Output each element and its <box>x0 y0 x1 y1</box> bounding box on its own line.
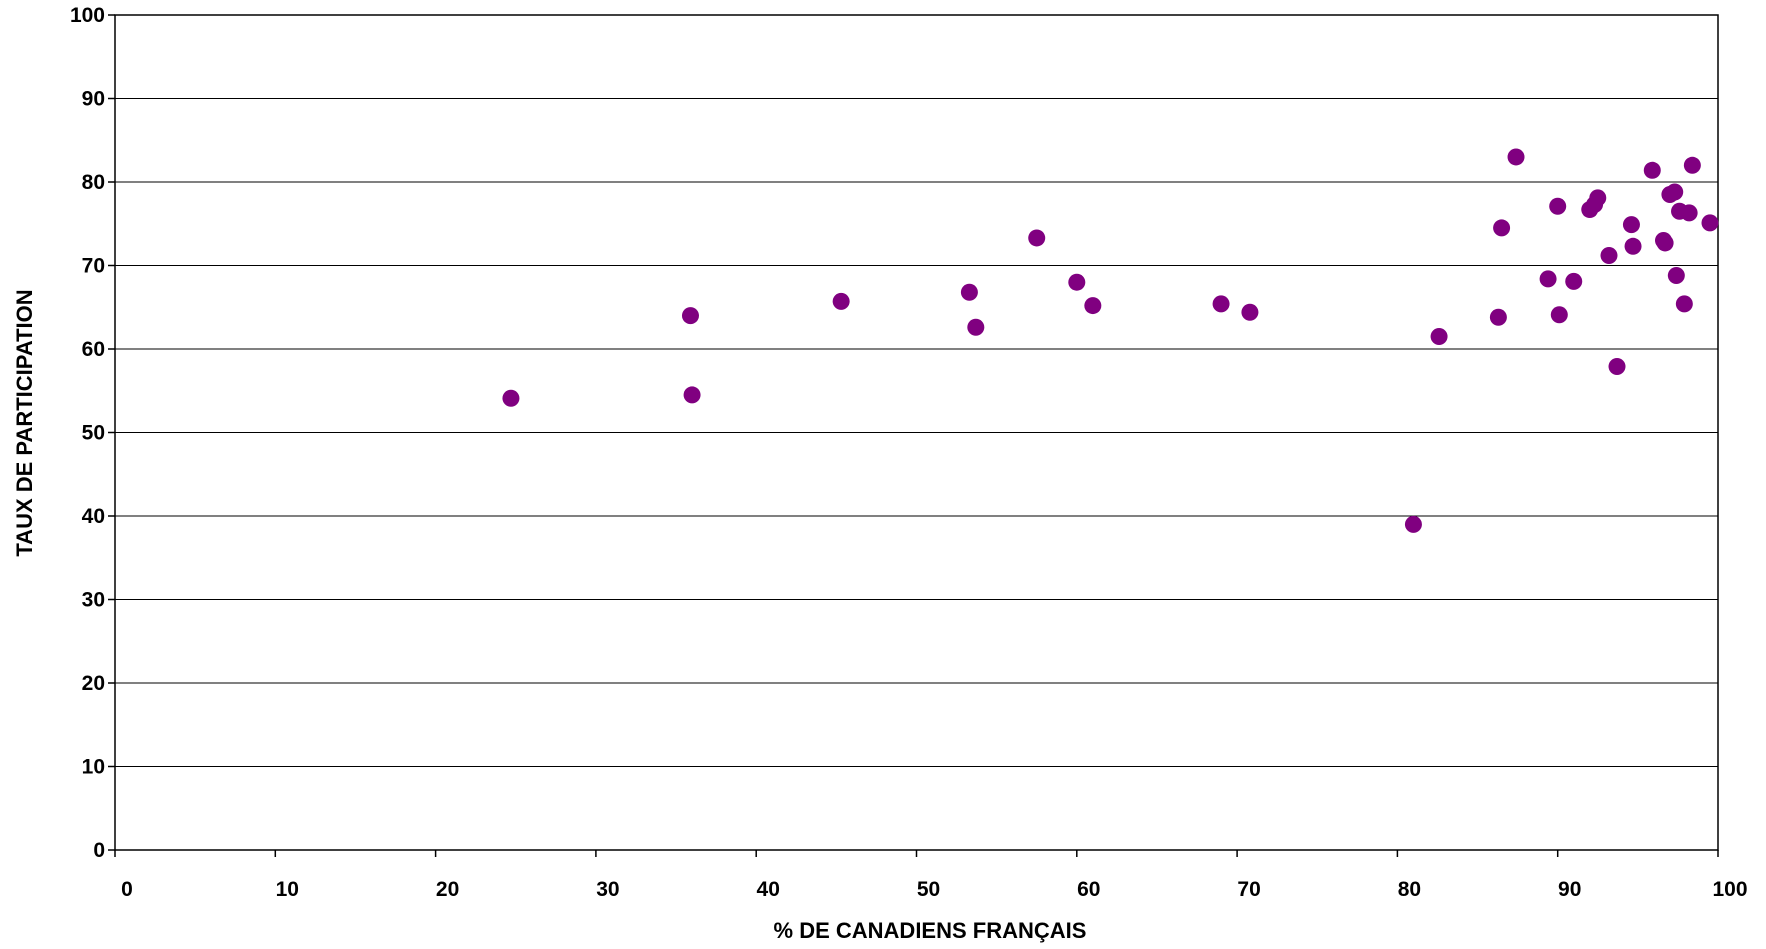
data-point-14 <box>1489 308 1507 326</box>
y-tick-label-40: 40 <box>82 505 105 528</box>
data-point-3 <box>683 386 701 404</box>
y-tick-label-60: 60 <box>82 338 105 361</box>
x-axis-ticks: 0 10 20 30 40 50 60 70 80 90 100 <box>114 850 1748 901</box>
x-tick-label-60: 60 <box>1077 878 1100 901</box>
data-point-38 <box>1701 214 1719 232</box>
y-tick-label-90: 90 <box>82 88 105 111</box>
x-tick-label-30: 30 <box>596 878 619 901</box>
data-point-37 <box>1683 156 1701 174</box>
x-tick-label-10: 10 <box>276 878 299 901</box>
data-points <box>502 148 1719 533</box>
y-axis-ticks: 0 10 20 30 40 50 60 70 80 90 100 <box>70 4 115 862</box>
data-point-7 <box>1028 229 1046 247</box>
data-point-16 <box>1507 148 1525 166</box>
data-point-25 <box>1608 358 1626 376</box>
data-point-5 <box>960 283 978 301</box>
data-point-6 <box>967 318 985 336</box>
y-tick-label-10: 10 <box>82 756 105 779</box>
data-point-26 <box>1622 216 1640 234</box>
data-point-1 <box>502 389 520 407</box>
data-point-30 <box>1656 234 1674 252</box>
x-tick-label-20: 20 <box>436 878 459 901</box>
data-point-32 <box>1666 183 1684 201</box>
data-point-28 <box>1643 161 1661 179</box>
data-point-8 <box>1068 273 1086 291</box>
gridlines <box>115 98 1718 767</box>
data-point-19 <box>1550 306 1568 324</box>
data-point-4 <box>832 292 850 310</box>
x-tick-label-100: 100 <box>1712 878 1747 901</box>
data-point-20 <box>1565 272 1583 290</box>
y-tick-label-80: 80 <box>82 171 105 194</box>
data-point-9 <box>1084 297 1102 315</box>
x-axis-title: % DE CANADIENS FRANÇAIS <box>774 918 1087 943</box>
data-point-15 <box>1493 219 1511 237</box>
x-tick-label-50: 50 <box>917 878 940 901</box>
data-point-36 <box>1680 204 1698 222</box>
data-point-24 <box>1600 246 1618 264</box>
x-tick-label-80: 80 <box>1398 878 1421 901</box>
x-tick-label-70: 70 <box>1237 878 1260 901</box>
data-point-27 <box>1624 237 1642 255</box>
y-tick-label-100: 100 <box>70 4 105 27</box>
data-point-17 <box>1539 270 1557 288</box>
y-tick-label-20: 20 <box>82 672 105 695</box>
x-tick-label-90: 90 <box>1558 878 1581 901</box>
data-point-13 <box>1430 327 1448 345</box>
data-point-23 <box>1589 189 1607 207</box>
y-axis-title: TAUX DE PARTICIPATION <box>12 289 37 556</box>
data-point-12 <box>1404 515 1422 533</box>
x-tick-label-40: 40 <box>757 878 780 901</box>
x-tick-label-0: 0 <box>121 878 133 901</box>
data-point-2 <box>681 307 699 325</box>
data-point-18 <box>1549 197 1567 215</box>
y-tick-label-50: 50 <box>82 422 105 445</box>
data-point-10 <box>1212 295 1230 313</box>
data-point-35 <box>1675 295 1693 313</box>
data-point-33 <box>1667 267 1685 285</box>
y-tick-label-30: 30 <box>82 589 105 612</box>
data-point-11 <box>1241 303 1259 321</box>
y-tick-label-0: 0 <box>93 839 105 862</box>
y-tick-label-70: 70 <box>82 255 105 278</box>
